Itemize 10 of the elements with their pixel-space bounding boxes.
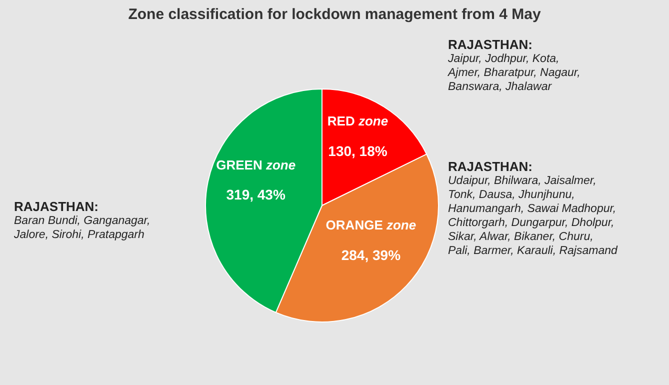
slice-label: ORANGE zone bbox=[326, 218, 416, 233]
slice-label: GREEN zone bbox=[216, 157, 296, 172]
data-label: 319, 43% bbox=[226, 186, 286, 203]
slice-label: RED zone bbox=[327, 114, 388, 129]
chart-title: Zone classification for lockdown management from 4 May bbox=[127, 6, 542, 23]
text: RAJASTHAN: Udaipur, Bhilwara, Jaisalmer, Tonk, Dausa, Jhunjhunu, Hanumangarh, Sawai Madhopur, Chittorgarh, Dungarpur, Dholpur, Sikar, Alwar, Bikaner, Churu, Pali, Barmer, Karauli, Rajsamand bbox=[448, 159, 618, 257]
text: RAJASTHAN: Baran Bundi, Ganganagar, Jalore, Sirohi, Pratapgarh bbox=[14, 199, 150, 241]
data-label: 130, 18% bbox=[328, 143, 388, 160]
data-label: 284, 39% bbox=[341, 246, 402, 263]
text: RAJASTHAN: Jaipur, Jodhpur, Kota, Ajmer, Bharatpur, Nagaur, Banswara, Jhalawar bbox=[448, 37, 580, 93]
